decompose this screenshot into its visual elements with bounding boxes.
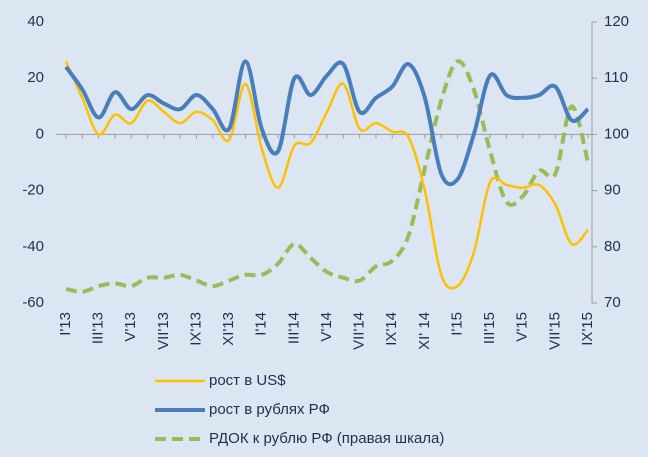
x-tick-label: V'14 [318, 312, 335, 342]
x-tick-label: I'14 [253, 312, 270, 336]
x-tick-label: IX'15 [579, 312, 596, 346]
y2-tick-label: 80 [604, 238, 621, 255]
x-tick-label: XI'13 [220, 312, 237, 346]
series-line [64, 59, 590, 187]
x-tick-label: VII'14 [351, 312, 368, 350]
y2-tick-label: 100 [604, 125, 629, 142]
x-tick-label: III'14 [285, 312, 302, 344]
x-tick-label: III'15 [481, 312, 498, 344]
y2-tick-label: 110 [604, 69, 628, 86]
x-tick-label: I'15 [448, 312, 465, 336]
legend-label: рост в рублях РФ [209, 401, 330, 418]
y-tick-label: -20 [22, 182, 44, 199]
x-tick-label: I'13 [57, 312, 74, 336]
x-tick-label: V'13 [122, 312, 139, 342]
y-tick-label: -40 [22, 238, 44, 255]
legend-label: РДОК к рублю РФ (правая шкала) [209, 430, 444, 447]
y2-tick-label: 70 [604, 294, 621, 311]
x-tick-label: IX'14 [383, 312, 400, 346]
legend-label: рост в US$ [209, 372, 286, 389]
x-tick-label: V'15 [514, 312, 531, 342]
x-tick-label: VII'15 [546, 312, 563, 350]
x-tick-label: III'13 [90, 312, 107, 344]
legend: рост в US$ рост в рублях РФ РДОК к рублю Р… [155, 372, 444, 447]
x-tick-label: IX'13 [187, 312, 204, 346]
x-tick-label: VII'13 [155, 312, 172, 350]
series-line [65, 59, 590, 294]
y2-tick-label: 120 [604, 13, 629, 30]
x-tick-label: XI' 14 [416, 312, 433, 350]
y-tick-label: 40 [27, 13, 44, 30]
series-line [64, 60, 589, 290]
y-tick-label: -60 [22, 294, 44, 311]
y-tick-label: 20 [27, 69, 44, 86]
y2-tick-label: 90 [604, 182, 621, 199]
y-tick-label: 0 [36, 125, 44, 142]
